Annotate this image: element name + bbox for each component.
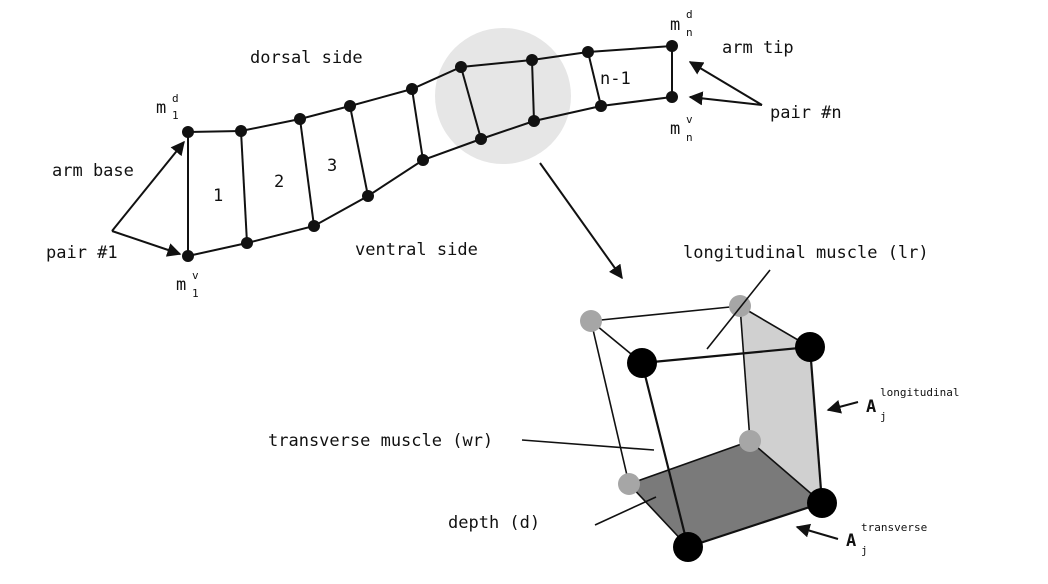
node-ventral (475, 133, 487, 145)
cube-front-node (807, 488, 837, 518)
cube-front-node (673, 532, 703, 562)
strut-6 (460, 66, 482, 140)
segment-number-n-1: n-1 (600, 69, 631, 89)
zoom-arrow (539, 162, 623, 280)
mass-label-m1d: m d 1 (156, 92, 179, 122)
node-dorsal (455, 61, 467, 73)
svg-text:d: d (686, 8, 693, 21)
ventral-side-label: ventral side (355, 240, 478, 260)
node-dorsal (235, 125, 247, 137)
node-ventral (417, 154, 429, 166)
svg-text:transverse: transverse (861, 521, 927, 534)
mass-label-mnv: m v n (670, 113, 693, 144)
svg-text:1: 1 (192, 287, 199, 300)
node-dorsal (294, 113, 306, 125)
mass-label-m1v: m v 1 (176, 269, 199, 300)
cube-edge (687, 501, 823, 549)
cube-front-node (795, 332, 825, 362)
svg-text:m: m (670, 15, 680, 35)
svg-text:j: j (880, 410, 887, 423)
arm-tip-label: arm tip (722, 38, 794, 58)
node-dorsal (582, 46, 594, 58)
cube-edge (808, 346, 824, 504)
longitudinal-muscle-label: longitudinal muscle (lr) (683, 243, 929, 263)
cube-edge (640, 362, 690, 548)
svg-text:longitudinal: longitudinal (880, 386, 959, 399)
pair-n-arrow (688, 91, 763, 106)
svg-text:n: n (686, 131, 693, 144)
segment-number-1: 1 (213, 186, 223, 206)
strut-5 (411, 88, 424, 161)
segment-number-2: 2 (274, 172, 284, 192)
node-ventral (666, 91, 678, 103)
zoom-highlight-circle (435, 28, 571, 164)
a-longitudinal-arrow (826, 399, 859, 414)
node-ventral (182, 250, 194, 262)
pair-n-label: pair #n (770, 103, 842, 123)
cube-back-node (580, 310, 602, 332)
a-transverse-arrow (795, 523, 839, 540)
node-ventral (362, 190, 374, 202)
svg-text:m: m (670, 119, 680, 139)
strut-3 (299, 118, 315, 227)
pair-1-label: pair #1 (46, 243, 118, 263)
cube-edge (739, 305, 751, 442)
arm-arrows (111, 61, 763, 280)
svg-text:m: m (156, 98, 166, 118)
svg-text:A: A (846, 531, 856, 551)
node-dorsal (526, 54, 538, 66)
svg-text:n: n (686, 26, 693, 39)
cube-edge (628, 440, 751, 485)
arm-base-arrow (111, 140, 185, 232)
longitudinal-muscle-pointer (706, 269, 771, 350)
node-dorsal (344, 100, 356, 112)
svg-text:A: A (866, 397, 876, 417)
node-dorsal (406, 83, 418, 95)
cube-front-node (627, 348, 657, 378)
cube-edge (749, 440, 823, 504)
node-dorsal (182, 126, 194, 138)
svg-text:j: j (861, 544, 868, 557)
cube-back-node (739, 430, 761, 452)
node-ventral (528, 115, 540, 127)
svg-text:v: v (686, 113, 693, 126)
cube-edge (590, 320, 630, 485)
ventral-chain (187, 96, 673, 257)
pair-1-arrow (111, 230, 182, 257)
segment-number-3: 3 (327, 156, 337, 176)
node-ventral (241, 237, 253, 249)
area-label-transverse: A transverse j (846, 521, 927, 557)
area-label-longitudinal: A longitudinal j (866, 386, 959, 423)
node-dorsal (666, 40, 678, 52)
node-ventral (308, 220, 320, 232)
arm-base-label: arm base (52, 161, 134, 181)
node-ventral (595, 100, 607, 112)
depth-pointer (594, 496, 657, 526)
mass-label-mnd: m d n (670, 8, 693, 39)
svg-text:1: 1 (172, 109, 179, 122)
strut-2 (240, 130, 248, 244)
cube-edge (641, 345, 811, 365)
arm-nodes (182, 40, 678, 262)
svg-text:m: m (176, 275, 186, 295)
depth-label: depth (d) (448, 513, 540, 533)
transverse-muscle-label: transverse muscle (wr) (268, 431, 493, 451)
cube-back-node (618, 473, 640, 495)
arm-tip-arrow (688, 61, 763, 106)
dorsal-side-label: dorsal side (250, 48, 363, 68)
svg-text:d: d (172, 92, 179, 105)
svg-text:v: v (192, 269, 199, 282)
cube-edge (590, 305, 741, 322)
transverse-muscle-pointer (521, 439, 655, 451)
strut-4 (349, 105, 369, 197)
strut-7 (531, 59, 535, 122)
segment-cube (580, 295, 837, 562)
strut-8 (587, 51, 602, 107)
